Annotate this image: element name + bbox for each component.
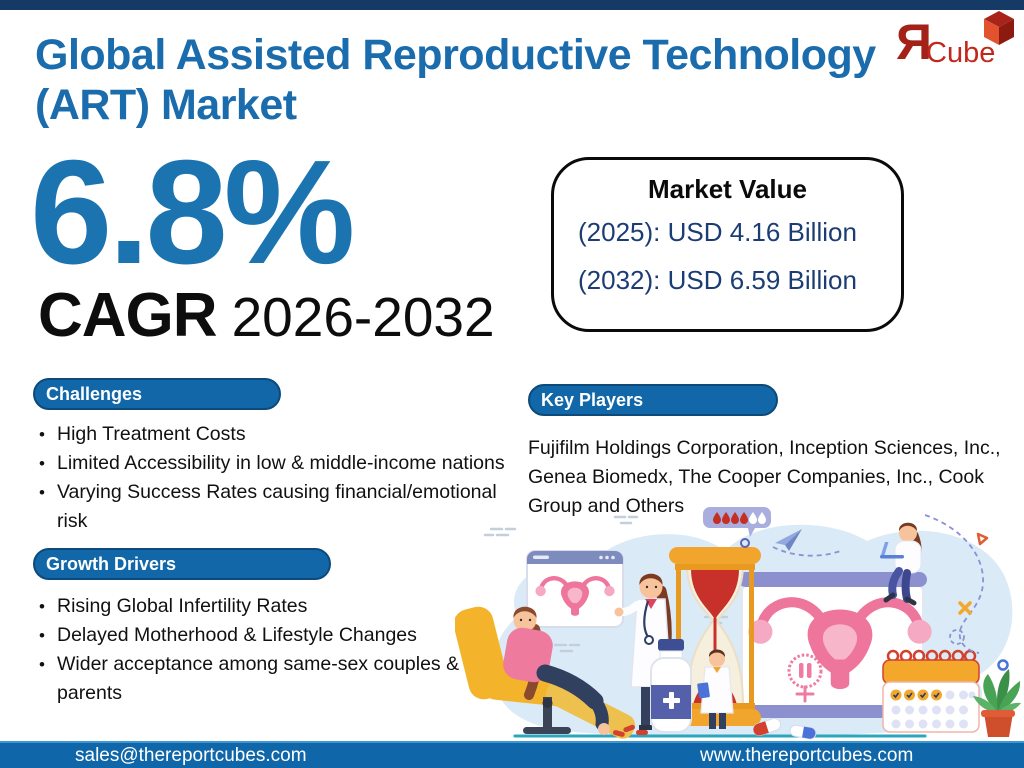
logo-letter: Я xyxy=(896,14,932,70)
challenges-item: Varying Success Rates causing financial/… xyxy=(36,478,518,536)
cagr-value: 6.8% xyxy=(30,130,355,295)
medicine-bottle-illustration xyxy=(612,639,692,737)
growth-drivers-list: Rising Global Infertility Rates Delayed … xyxy=(36,592,518,708)
challenges-list: High Treatment Costs Limited Accessibili… xyxy=(36,420,518,536)
paper-plane-icon xyxy=(772,529,844,557)
blood-drops-bubble xyxy=(703,507,771,548)
brand-logo: Я Cube xyxy=(893,11,1021,72)
pills-illustration xyxy=(752,718,817,740)
key-players-header: Key Players xyxy=(528,384,778,416)
page-title: Global Assisted Reproductive Technology(… xyxy=(35,30,885,130)
growth-drivers-item: Delayed Motherhood & Lifestyle Changes xyxy=(36,621,518,650)
page-title-line2: (ART) Market xyxy=(35,81,297,129)
challenges-item: Limited Accessibility in low & middle-in… xyxy=(36,449,518,478)
market-value-title: Market Value xyxy=(648,174,807,204)
growth-drivers-header-label: Growth Drivers xyxy=(46,553,177,574)
cagr-period: 2026-2032 xyxy=(231,286,495,348)
plant-illustration xyxy=(973,669,1021,737)
market-value-2032: (2032): USD 6.59 Billion xyxy=(578,265,857,295)
logo-name: Cube xyxy=(926,37,996,69)
footer-bar: sales@thereportcubes.com www.thereportcu… xyxy=(0,741,1024,768)
top-accent-bar xyxy=(0,0,1024,10)
cube-icon xyxy=(984,11,1014,45)
key-players-text: Fujifilm Holdings Corporation, Inception… xyxy=(528,437,1001,517)
challenges-header: Challenges xyxy=(33,378,281,410)
patient-illustration xyxy=(503,606,610,735)
female-symbol-icon xyxy=(787,653,823,703)
researcher-illustration xyxy=(880,522,922,606)
footer-email: sales@thereportcubes.com xyxy=(75,745,307,766)
fertility-clinic-illustration xyxy=(455,507,1021,740)
calendar-illustration xyxy=(882,649,980,733)
cagr-label: CAGR xyxy=(38,281,218,350)
cagr-line: CAGR 2026-2032 xyxy=(38,280,495,351)
growth-drivers-header: Growth Drivers xyxy=(33,548,331,580)
uterus-monitor-illustration xyxy=(526,550,634,628)
small-doctor-illustration xyxy=(697,649,734,729)
growth-drivers-item: Rising Global Infertility Rates xyxy=(36,592,518,621)
key-players-header-label: Key Players xyxy=(541,389,644,410)
market-value-2025: (2025): USD 4.16 Billion xyxy=(578,217,857,247)
uterus-board-illustration xyxy=(738,572,932,718)
page-title-line1: Global Assisted Reproductive Technology xyxy=(35,31,876,79)
market-value-box: Market Value (2025): USD 4.16 Billion (2… xyxy=(551,157,904,332)
challenges-item: High Treatment Costs xyxy=(36,420,518,449)
decorative-doodles xyxy=(924,514,1009,671)
challenges-header-label: Challenges xyxy=(46,383,143,404)
footer-website: www.thereportcubes.com xyxy=(700,745,914,766)
growth-drivers-item: Wider acceptance among same-sex couples … xyxy=(36,650,518,708)
